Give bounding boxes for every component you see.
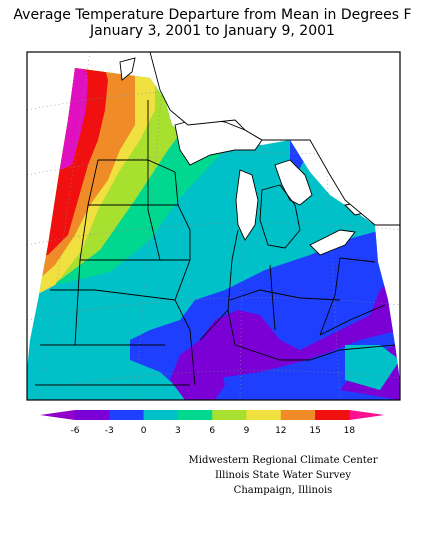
contour-0-to-3-east [345,345,400,390]
legend-swatch [212,410,247,420]
contour-below-minus-3 [195,268,400,380]
legend-tick-label: 3 [175,426,181,436]
legend-swatch [109,410,145,420]
map-title: Average Temperature Departure from Mean … [13,7,412,23]
state-boundaries [35,100,396,386]
graticule [27,52,400,400]
credit-center: Midwestern Regional Climate Center [188,455,378,466]
legend-tick-label: 12 [275,426,286,436]
legend-tick-label: 0 [141,426,147,436]
map-frame [26,51,401,401]
map-date-range: January 3, 2001 to January 9, 2001 [90,23,335,39]
great-lakes [174,117,379,256]
temperature-departure-map [26,51,401,401]
legend-tick-label: -3 [105,426,114,436]
credit-location: Champaign, Illinois [233,485,333,496]
credit-survey: Illinois State Water Survey [214,470,351,481]
legend-tick-label: 9 [244,426,250,436]
legend-swatch [143,410,179,420]
legend-swatch [246,410,282,420]
canada-region [119,52,400,226]
legend-swatch [177,410,213,420]
legend-tick-label: 6 [209,426,215,436]
legend-arrow-low [40,410,75,420]
legend-swatch [315,410,350,420]
lake-michigan [235,169,259,241]
lake-huron [274,159,313,206]
legend-tick-label: 15 [309,426,320,436]
legend-arrow-high [349,410,385,420]
legend-swatch [280,410,316,420]
legend-tick-label: -6 [71,426,80,436]
lake-erie [309,229,356,256]
legend-tick-label: 18 [344,426,356,436]
michigan-lower-peninsula [259,184,301,249]
legend-swatch [75,410,110,420]
color-legend: -6 -3 0 3 6 9 12 15 18 [40,410,385,436]
